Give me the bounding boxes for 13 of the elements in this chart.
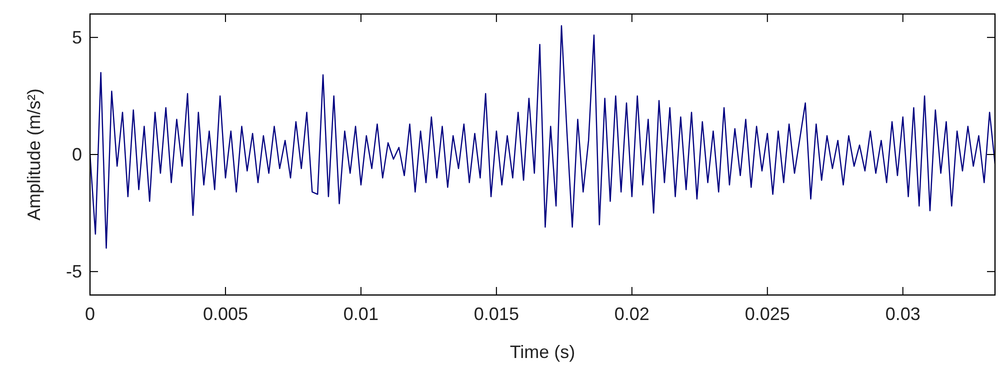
y-tick-label: 0 [72,144,82,164]
y-tick-label: 5 [72,27,82,48]
x-tick-label: 0.02 [614,304,650,324]
x-tick-label: 0.025 [744,304,790,324]
x-tick-label: 0 [84,304,96,324]
y-tick-label: -5 [66,262,82,282]
x-axis-title: Time (s) [510,342,576,362]
x-tick-label: 0.015 [474,304,519,324]
y-axis-title: Amplitude (m/s²) [24,88,44,221]
line-series [90,25,995,249]
x-tick-label: 0.01 [343,304,378,324]
x-tick-label: 0.005 [202,304,248,324]
x-tick-label: 0.03 [885,304,920,324]
